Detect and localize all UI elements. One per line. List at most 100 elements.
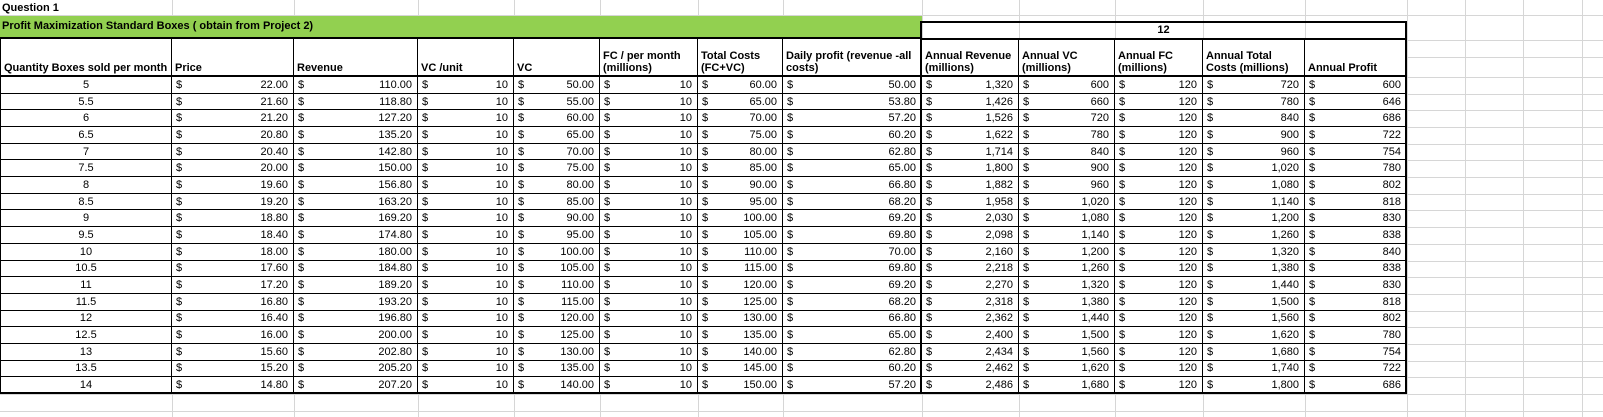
cell-a_rev-row15[interactable]: $2,362 (922, 310, 1019, 328)
cell-a_rev-row9[interactable]: $2,030 (922, 210, 1019, 228)
cell-a_rev-row1[interactable]: $1,320 (922, 77, 1019, 94)
cell-fc-row14[interactable]: $10 (600, 293, 698, 311)
cell-a_fc-row15[interactable]: $120 (1115, 310, 1203, 328)
cell-a_profit-row18[interactable]: $722 (1305, 360, 1407, 378)
cell-a_rev-row7[interactable]: $1,882 (922, 177, 1019, 194)
cell-daily-row4[interactable]: $60.20 (783, 127, 922, 144)
cell-a_fc-row4[interactable]: $120 (1115, 127, 1203, 144)
cell-a_total-row16[interactable]: $1,620 (1203, 327, 1305, 344)
cell-a_fc-row16[interactable]: $120 (1115, 327, 1203, 344)
column-header-vc_unit[interactable]: VC /unit (418, 39, 514, 77)
column-header-vc[interactable]: VC (514, 39, 600, 77)
cell-a_fc-row2[interactable]: $120 (1115, 93, 1203, 111)
cell-revenue-row15[interactable]: $196.80 (294, 310, 418, 328)
cell-total-row4[interactable]: $75.00 (698, 127, 783, 144)
cell-a_vc-row8[interactable]: $1,020 (1019, 193, 1115, 211)
column-header-fc[interactable]: FC / per month (millions) (600, 39, 698, 77)
cell-revenue-row12[interactable]: $184.80 (294, 260, 418, 278)
cell-revenue-row4[interactable]: $135.20 (294, 127, 418, 144)
cell-a_vc-row18[interactable]: $1,620 (1019, 360, 1115, 378)
cell-fc-row11[interactable]: $10 (600, 243, 698, 261)
cell-vc_unit-row17[interactable]: $10 (418, 343, 514, 361)
cell-a_vc-row1[interactable]: $600 (1019, 77, 1115, 94)
column-header-a_fc[interactable]: Annual FC (millions) (1115, 40, 1203, 77)
column-header-price[interactable]: Price (172, 39, 294, 77)
column-header-revenue[interactable]: Revenue (294, 39, 418, 77)
cell-fc-row17[interactable]: $10 (600, 343, 698, 361)
cell-price-row7[interactable]: $19.60 (172, 177, 294, 194)
cell-a_fc-row14[interactable]: $120 (1115, 293, 1203, 311)
cell-total-row1[interactable]: $60.00 (698, 77, 783, 94)
cell-a_total-row10[interactable]: $1,260 (1203, 227, 1305, 244)
cell-revenue-row6[interactable]: $150.00 (294, 160, 418, 178)
cell-a_fc-row13[interactable]: $120 (1115, 277, 1203, 294)
cell-total-row18[interactable]: $145.00 (698, 360, 783, 378)
cell-vc-row17[interactable]: $130.00 (514, 343, 600, 361)
cell-daily-row17[interactable]: $62.80 (783, 343, 922, 361)
cell-a_profit-row17[interactable]: $754 (1305, 343, 1407, 361)
cell-price-row17[interactable]: $15.60 (172, 343, 294, 361)
cell-a_total-row13[interactable]: $1,440 (1203, 277, 1305, 294)
cell-vc-row7[interactable]: $80.00 (514, 177, 600, 194)
cell-fc-row6[interactable]: $10 (600, 160, 698, 178)
cell-a_vc-row14[interactable]: $1,380 (1019, 293, 1115, 311)
cell-vc-row9[interactable]: $90.00 (514, 210, 600, 228)
cell-qty-row11[interactable]: 10 (0, 243, 172, 261)
cell-vc_unit-row2[interactable]: $10 (418, 93, 514, 111)
cell-daily-row18[interactable]: $60.20 (783, 360, 922, 378)
cell-total-row8[interactable]: $95.00 (698, 193, 783, 211)
cell-a_profit-row4[interactable]: $722 (1305, 127, 1407, 144)
cell-total-row17[interactable]: $140.00 (698, 343, 783, 361)
cell-a_total-row2[interactable]: $780 (1203, 93, 1305, 111)
column-header-a_profit[interactable]: Annual Profit (1305, 40, 1407, 77)
cell-qty-row5[interactable]: 7 (0, 143, 172, 161)
cell-vc_unit-row18[interactable]: $10 (418, 360, 514, 378)
cell-total-row3[interactable]: $70.00 (698, 110, 783, 128)
cell-price-row13[interactable]: $17.20 (172, 277, 294, 294)
cell-daily-row13[interactable]: $69.20 (783, 277, 922, 294)
column-header-total[interactable]: Total Costs (FC+VC) (698, 39, 783, 77)
cell-a_vc-row16[interactable]: $1,500 (1019, 327, 1115, 344)
cell-a_profit-row5[interactable]: $754 (1305, 143, 1407, 161)
cell-a_total-row18[interactable]: $1,740 (1203, 360, 1305, 378)
cell-daily-row12[interactable]: $69.80 (783, 260, 922, 278)
column-header-qty[interactable]: Quantity Boxes sold per month (0, 39, 172, 77)
cell-qty-row1[interactable]: 5 (0, 77, 172, 94)
cell-a_vc-row9[interactable]: $1,080 (1019, 210, 1115, 228)
cell-daily-row15[interactable]: $66.80 (783, 310, 922, 328)
cell-vc_unit-row8[interactable]: $10 (418, 193, 514, 211)
cell-a_fc-row12[interactable]: $120 (1115, 260, 1203, 278)
cell-qty-row9[interactable]: 9 (0, 210, 172, 228)
cell-vc_unit-row14[interactable]: $10 (418, 293, 514, 311)
cell-revenue-row17[interactable]: $202.80 (294, 343, 418, 361)
cell-a_vc-row11[interactable]: $1,200 (1019, 243, 1115, 261)
cell-fc-row12[interactable]: $10 (600, 260, 698, 278)
cell-a_total-row5[interactable]: $960 (1203, 143, 1305, 161)
cell-a_vc-row4[interactable]: $780 (1019, 127, 1115, 144)
cell-a_profit-row15[interactable]: $802 (1305, 310, 1407, 328)
cell-total-row12[interactable]: $115.00 (698, 260, 783, 278)
cell-revenue-row14[interactable]: $193.20 (294, 293, 418, 311)
cell-a_vc-row12[interactable]: $1,260 (1019, 260, 1115, 278)
cell-a_fc-row3[interactable]: $120 (1115, 110, 1203, 128)
cell-qty-row10[interactable]: 9.5 (0, 227, 172, 244)
cell-total-row6[interactable]: $85.00 (698, 160, 783, 178)
cell-price-row1[interactable]: $22.00 (172, 77, 294, 94)
cell-a_rev-row13[interactable]: $2,270 (922, 277, 1019, 294)
cell-a_rev-row4[interactable]: $1,622 (922, 127, 1019, 144)
cell-a_total-row4[interactable]: $900 (1203, 127, 1305, 144)
cell-vc-row2[interactable]: $55.00 (514, 93, 600, 111)
cell-price-row15[interactable]: $16.40 (172, 310, 294, 328)
cell-vc_unit-row15[interactable]: $10 (418, 310, 514, 328)
cell-a_rev-row3[interactable]: $1,526 (922, 110, 1019, 128)
cell-fc-row9[interactable]: $10 (600, 210, 698, 228)
cell-a_fc-row5[interactable]: $120 (1115, 143, 1203, 161)
cell-vc-row3[interactable]: $60.00 (514, 110, 600, 128)
cell-daily-row8[interactable]: $68.20 (783, 193, 922, 211)
cell-daily-row14[interactable]: $68.20 (783, 293, 922, 311)
cell-price-row6[interactable]: $20.00 (172, 160, 294, 178)
cell-a_total-row3[interactable]: $840 (1203, 110, 1305, 128)
cell-fc-row8[interactable]: $10 (600, 193, 698, 211)
column-header-a_rev[interactable]: Annual Revenue (millions) (922, 40, 1019, 77)
cell-a_fc-row8[interactable]: $120 (1115, 193, 1203, 211)
